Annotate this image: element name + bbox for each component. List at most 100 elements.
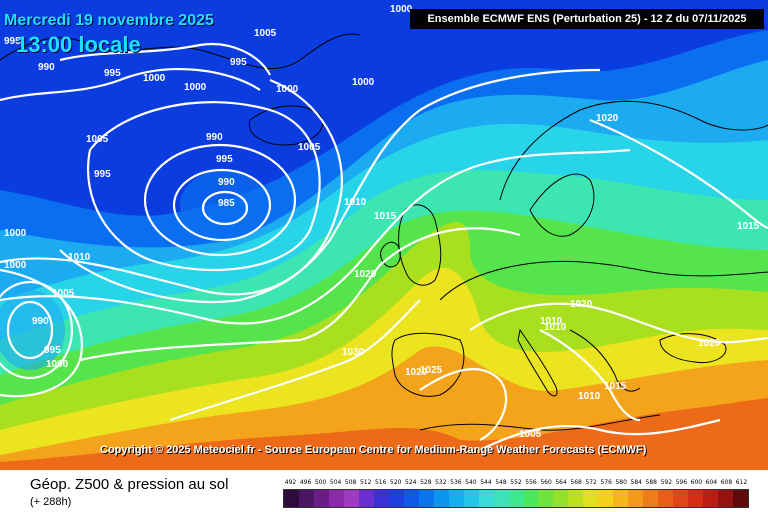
- scale-label: 504: [329, 479, 342, 486]
- isobar-1025-south: [419, 368, 508, 441]
- pressure-label: 990: [32, 316, 49, 327]
- isobar-1010-south: [539, 329, 641, 422]
- isobar-north-1000: [0, 67, 261, 102]
- scale-label: 528: [420, 479, 432, 486]
- scale-swatch: [298, 490, 314, 507]
- scale-label: 568: [570, 479, 582, 486]
- scale-label: 532: [435, 479, 447, 486]
- scale-label: 584: [630, 479, 642, 486]
- scale-label: 592: [660, 479, 673, 486]
- scale-swatch: [388, 490, 404, 507]
- pressure-label: 1020: [596, 113, 619, 124]
- pressure-label: 1000: [4, 260, 27, 271]
- pressure-label: 1000: [390, 4, 413, 15]
- scale-label: 540: [465, 479, 477, 486]
- scale-swatch: [493, 490, 509, 507]
- scale-swatch: [313, 490, 329, 507]
- scale-swatch: [598, 490, 614, 507]
- isobar-985: [201, 190, 249, 226]
- scale-label: 544: [480, 479, 492, 486]
- color-scale-bar: [283, 489, 749, 508]
- pressure-label: 1020: [570, 299, 593, 310]
- pressure-label: 1005: [52, 288, 75, 299]
- weather-map: 1000 1005 995 990 995 1000 1000 995 1005…: [0, 0, 768, 470]
- scale-swatch: [343, 490, 359, 507]
- pressure-label: 990: [218, 177, 235, 188]
- scale-swatch: [284, 490, 299, 507]
- pressure-label: 985: [218, 198, 235, 209]
- forecast-time: 13:00 locale: [16, 32, 141, 57]
- isobar-1015-east: [589, 118, 768, 230]
- scale-swatch: [523, 490, 539, 507]
- scale-swatch: [373, 490, 389, 507]
- pressure-label: 1005: [298, 142, 321, 153]
- isobar-995-ring: [143, 143, 297, 257]
- pressure-label: 1010: [578, 391, 601, 402]
- isobar-1030-a: [169, 299, 421, 422]
- scale-label: 536: [450, 479, 462, 486]
- isobar-1020-a: [79, 227, 521, 362]
- copyright-notice: Copyright © 2025 Meteociel.fr - Source E…: [100, 444, 647, 456]
- pressure-label: 1005: [519, 429, 542, 440]
- coast-black-sea: [659, 333, 727, 364]
- isobar-1005-se: [479, 418, 721, 451]
- low-center-north-atlantic: [180, 170, 270, 240]
- pressure-label: 995: [104, 68, 121, 79]
- pressure-label: 990: [38, 62, 55, 73]
- coast-norway-sweden: [529, 173, 595, 237]
- isobar-1015-a: [0, 148, 631, 325]
- pressure-label: 1020: [354, 269, 377, 280]
- scale-label: 552: [510, 479, 522, 486]
- scale-swatch: [538, 490, 554, 507]
- scale-swatch: [403, 490, 419, 507]
- scale-swatch: [613, 490, 629, 507]
- scale-swatch: [718, 490, 734, 507]
- scale-swatch: [553, 490, 569, 507]
- scale-swatch: [508, 490, 524, 507]
- scale-label: 520: [390, 479, 402, 486]
- lead-time: (+ 288h): [30, 496, 72, 508]
- pressure-label: 1010: [544, 322, 567, 333]
- scale-swatch: [568, 490, 584, 507]
- scale-label: 608: [720, 479, 733, 486]
- pressure-label: 1000: [352, 77, 375, 88]
- scale-label: 496: [299, 479, 312, 486]
- map-title: Géop. Z500 & pression au sol: [30, 476, 229, 493]
- scale-swatch: [583, 490, 599, 507]
- scale-label: 516: [374, 479, 387, 486]
- coast-continent: [439, 260, 768, 301]
- scale-swatch: [643, 490, 659, 507]
- pressure-label: 1025: [420, 365, 443, 376]
- scale-label: 580: [615, 479, 627, 486]
- scale-swatch: [658, 490, 674, 507]
- coast-scandinavia: [499, 100, 768, 201]
- model-run-banner: Ensemble ECMWF ENS (Perturbation 25) - 1…: [410, 9, 764, 29]
- scale-swatch: [733, 490, 749, 507]
- pressure-label: 1000: [46, 359, 69, 370]
- scale-swatch: [433, 490, 449, 507]
- scale-swatch: [703, 490, 719, 507]
- pressure-label: 1005: [86, 134, 109, 145]
- pressure-label: 1000: [184, 82, 207, 93]
- scale-label: 500: [314, 479, 327, 486]
- map-canvas: 1000 1005 995 990 995 1000 1000 995 1005…: [0, 0, 768, 470]
- pressure-label: 1000: [143, 73, 166, 84]
- pressure-label: 1010: [68, 252, 91, 263]
- scale-swatch: [328, 490, 344, 507]
- isobar-low-west-1000: [0, 268, 83, 398]
- pressure-label: 1020: [405, 367, 428, 378]
- scale-label: 560: [540, 479, 552, 486]
- isobar-1010-a: [0, 68, 601, 296]
- coast-ireland: [380, 241, 401, 268]
- pressure-label: 1015: [604, 381, 627, 392]
- pressure-label: 1005: [254, 28, 277, 39]
- scale-swatch: [463, 490, 479, 507]
- pressure-label: 990: [206, 132, 223, 143]
- scale-swatch: [448, 490, 464, 507]
- coast-iceland: [248, 105, 323, 146]
- scale-swatch: [478, 490, 494, 507]
- scale-label: 492: [284, 479, 297, 486]
- pressure-label: 1015: [374, 211, 397, 222]
- scale-swatch: [418, 490, 434, 507]
- pressure-label: 1030: [342, 347, 365, 358]
